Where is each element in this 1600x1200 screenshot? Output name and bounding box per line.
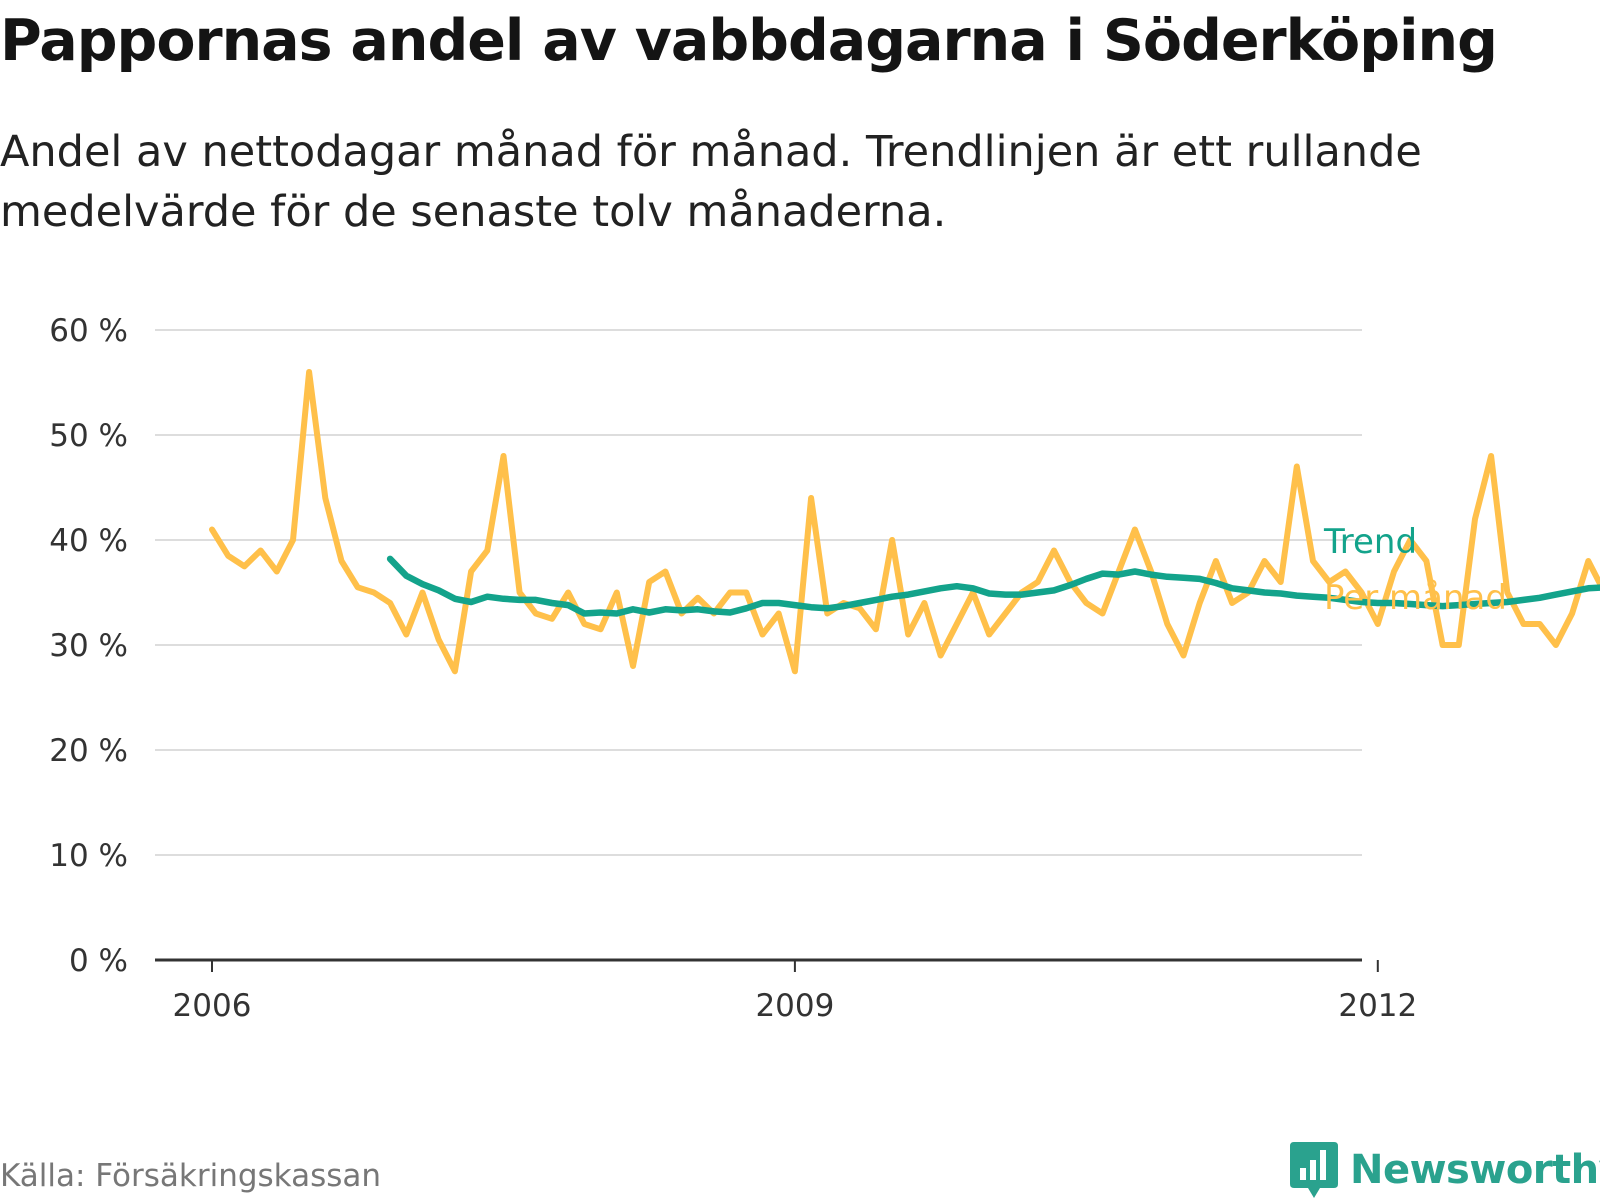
chart-subtitle: Andel av nettodagar månad för månad. Tre… (0, 127, 1422, 237)
series-label-per-manad: Per månad (1324, 578, 1507, 618)
series-labels: Per månad Trend (1323, 522, 1507, 618)
source-note: Källa: Försäkringskassan (0, 1158, 382, 1194)
series-line-per-manad (209, 369, 1600, 675)
y-tick-label: 10 % (49, 838, 128, 874)
y-tick-label: 60 % (49, 313, 128, 349)
x-tick-label: 2006 (173, 988, 252, 1024)
newsworthy-icon (1290, 1142, 1338, 1198)
series-line-trend (386, 555, 1600, 617)
y-tick-label: 50 % (49, 418, 128, 454)
x-tick-label: 2012 (1338, 988, 1417, 1024)
brand-logo: Newsworthy (1288, 1140, 1600, 1200)
brand-name: Newsworthy (1350, 1147, 1600, 1193)
grid-lines (155, 329, 1362, 856)
series-lines (209, 369, 1600, 675)
y-tick-label: 20 % (49, 733, 128, 769)
y-tick-label: 0 % (69, 943, 128, 979)
x-axis-ticks: 2006200920122015201820212023 (173, 960, 1417, 1024)
y-tick-label: 30 % (49, 628, 128, 664)
series-label-trend: Trend (1323, 522, 1417, 562)
y-axis-labels: 0 % 10 % 20 % 30 % 40 % 50 % 60 % (49, 313, 128, 979)
x-tick-label: 2009 (755, 988, 834, 1024)
chart-title: Pappornas andel av vabbdagarna i Söderkö… (0, 8, 1498, 74)
y-tick-label: 40 % (49, 523, 128, 559)
